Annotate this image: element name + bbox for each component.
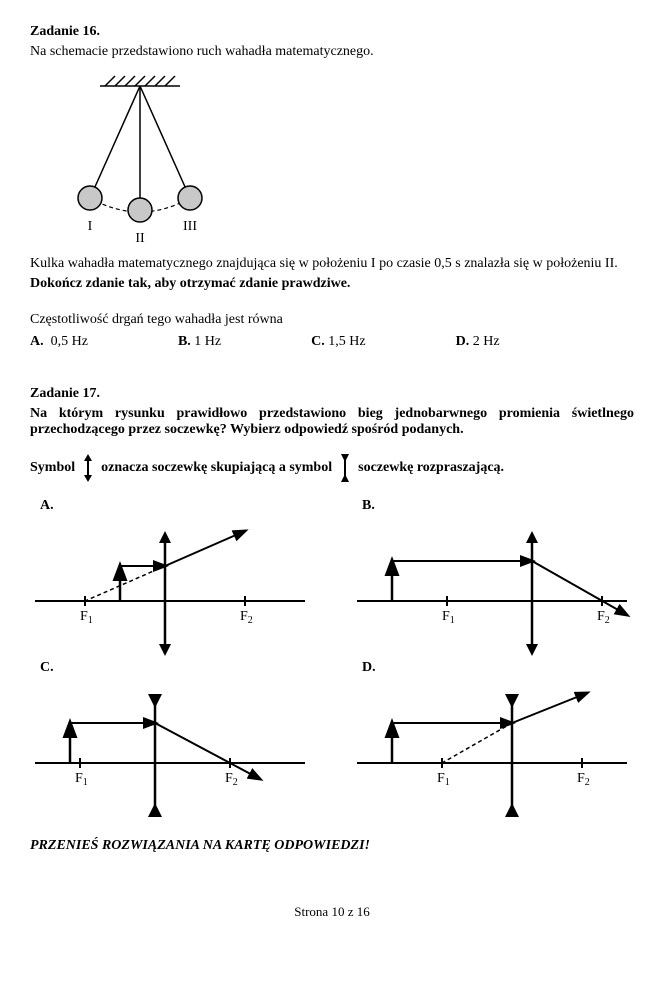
- pendulum-label-3: III: [183, 219, 197, 234]
- pendulum-label-1: I: [88, 219, 93, 234]
- svg-text:F2: F2: [597, 609, 610, 626]
- label-d: D.: [362, 660, 634, 676]
- symbol-legend: Symbol oznacza soczewkę skupiającą a sym…: [30, 454, 634, 482]
- task16-question: Częstotliwość drgań tego wahadła jest ró…: [30, 312, 634, 328]
- task16-options: A. 0,5 Hz B. 1 Hz C. 1,5 Hz D. 2 Hz: [30, 334, 634, 350]
- pendulum-diagram: I II III: [30, 68, 634, 248]
- svg-text:F1: F1: [442, 609, 455, 626]
- diagram-b: F1 F2: [352, 516, 632, 656]
- page-number: Strona 10 z 16: [30, 904, 634, 920]
- label-a: A.: [40, 498, 312, 514]
- diagram-c: F1 F2: [30, 678, 310, 818]
- task16-intro: Na schemacie przedstawiono ruch wahadła …: [30, 44, 634, 60]
- svg-text:F1: F1: [437, 771, 450, 788]
- label-b: B.: [362, 498, 634, 514]
- task17-question: Na którym rysunku prawidłowo przedstawio…: [30, 406, 634, 438]
- svg-text:F2: F2: [577, 771, 590, 788]
- pendulum-label-2: II: [135, 231, 145, 246]
- svg-text:F2: F2: [225, 771, 238, 788]
- svg-text:F1: F1: [75, 771, 88, 788]
- converging-icon: [81, 454, 95, 482]
- diagram-d: F1 F2: [352, 678, 632, 818]
- label-c: C.: [40, 660, 312, 676]
- task16-title: Zadanie 16.: [30, 24, 634, 40]
- opt-d: D. 2 Hz: [456, 334, 500, 350]
- opt-a: A. 0,5 Hz: [30, 334, 88, 350]
- opt-b: B. 1 Hz: [178, 334, 221, 350]
- footer-instruction: PRZENIEŚ ROZWIĄZANIA NA KARTĘ ODPOWIEDZI…: [30, 838, 634, 854]
- diverging-icon: [338, 454, 352, 482]
- task16-statement1: Kulka wahadła matematycznego znajdująca …: [30, 256, 634, 272]
- svg-text:F1: F1: [80, 609, 93, 626]
- task16-statement2: Dokończ zdanie tak, aby otrzymać zdanie …: [30, 276, 634, 292]
- svg-text:F2: F2: [240, 609, 253, 626]
- task17-title: Zadanie 17.: [30, 386, 634, 402]
- opt-c: C. 1,5 Hz: [311, 334, 365, 350]
- diagram-a: F1 F2: [30, 516, 310, 656]
